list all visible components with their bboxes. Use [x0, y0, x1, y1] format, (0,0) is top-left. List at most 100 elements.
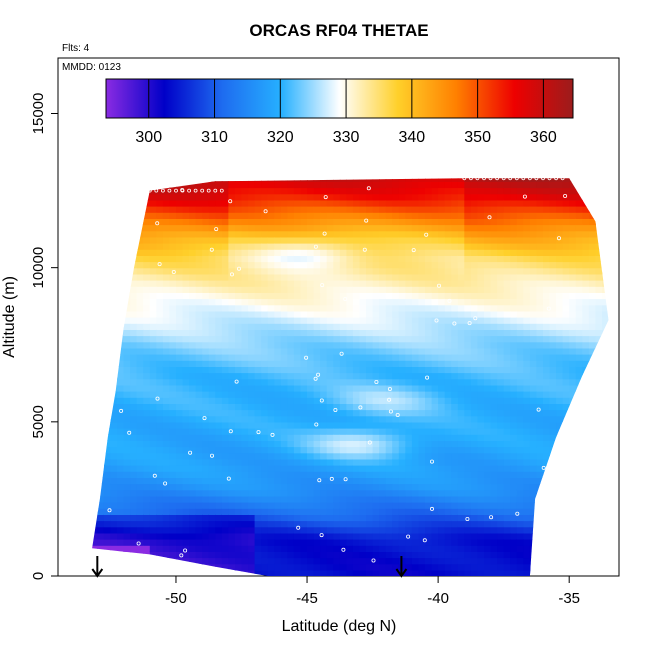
heatmap-cell: [123, 397, 131, 404]
heatmap-cell: [464, 249, 472, 256]
heatmap-cell: [130, 354, 138, 361]
heatmap-cell: [470, 199, 479, 207]
heatmap-cell: [208, 409, 216, 417]
heatmap-cell: [103, 372, 112, 380]
heatmap-cell: [392, 224, 400, 232]
heatmap-cell: [241, 514, 249, 522]
heatmap-cell: [280, 230, 288, 238]
heatmap-cell: [123, 341, 131, 349]
heatmap-cell: [346, 354, 354, 361]
heatmap-cell: [274, 569, 282, 577]
heatmap-cell: [202, 372, 210, 380]
heatmap-cell: [78, 249, 85, 256]
heatmap-cell: [182, 304, 190, 312]
heatmap-cell: [97, 465, 105, 472]
heatmap-cell: [169, 378, 177, 386]
heatmap-cell: [352, 378, 361, 386]
heatmap-cell: [143, 236, 151, 244]
heatmap-cell: [261, 218, 269, 226]
heatmap-cell: [235, 310, 243, 318]
heatmap-cell: [78, 348, 85, 355]
heatmap-cell: [516, 532, 524, 540]
heatmap-cell: [274, 458, 282, 466]
heatmap-cell: [293, 267, 302, 275]
heatmap-cell: [490, 199, 498, 207]
heatmap-cell: [490, 495, 498, 503]
heatmap-cell: [490, 310, 498, 318]
heatmap-cell: [215, 169, 222, 176]
heatmap-cell: [261, 545, 269, 552]
heatmap-cell: [385, 397, 393, 404]
heatmap-cell: [346, 465, 354, 472]
heatmap-cell: [418, 193, 426, 201]
heatmap-cell: [425, 354, 433, 361]
heatmap-cell: [339, 280, 347, 287]
heatmap-cell: [189, 187, 197, 195]
heatmap-cell: [529, 384, 538, 392]
heatmap-cell: [254, 520, 262, 528]
heatmap-cell: [241, 323, 249, 330]
heatmap-cell: [333, 415, 341, 423]
heatmap-cell: [267, 366, 275, 374]
flights-note: Flts: 4: [62, 43, 90, 54]
heatmap-cell: [92, 471, 98, 478]
heatmap-cell: [202, 243, 210, 250]
heatmap-cell: [503, 508, 511, 515]
heatmap-cell: [176, 280, 184, 287]
heatmap-cell: [221, 317, 229, 324]
heatmap-cell: [254, 415, 262, 423]
heatmap-cell: [307, 193, 315, 201]
heatmap-cell: [293, 243, 302, 250]
heatmap-cell: [195, 243, 203, 250]
heatmap-cell: [510, 255, 518, 263]
heatmap-cell: [366, 465, 374, 472]
heatmap-cell: [189, 465, 197, 472]
heatmap-cell: [241, 181, 249, 189]
heatmap-cell: [510, 452, 518, 460]
heatmap-cell: [320, 255, 328, 263]
heatmap-cell: [300, 409, 308, 417]
heatmap-cell: [490, 508, 498, 515]
heatmap-cell: [78, 465, 85, 472]
heatmap-cell: [307, 446, 315, 454]
heatmap-cell: [123, 421, 131, 429]
heatmap-cell: [477, 267, 485, 275]
heatmap-cell: [333, 421, 341, 429]
heatmap-cell: [543, 532, 551, 540]
heatmap-cell: [228, 483, 236, 491]
heatmap-cell: [241, 187, 249, 195]
heatmap-cell: [162, 212, 171, 219]
heatmap-cell: [385, 178, 393, 182]
heatmap-cell: [438, 440, 446, 448]
heatmap-cell: [529, 335, 538, 343]
heatmap-cell: [221, 539, 229, 546]
heatmap-cell: [228, 267, 236, 275]
heatmap-cell: [169, 298, 177, 306]
heatmap-cell: [556, 483, 564, 491]
heatmap-cell: [202, 360, 210, 367]
heatmap-cell: [280, 292, 288, 300]
heatmap-cell: [497, 366, 505, 374]
heatmap-cell: [470, 508, 479, 515]
heatmap-cell: [235, 520, 243, 528]
heatmap-cell: [503, 489, 511, 497]
heatmap-cell: [385, 409, 393, 417]
heatmap-cell: [549, 181, 557, 189]
heatmap-cell: [326, 372, 334, 380]
heatmap-cell: [136, 471, 144, 478]
heatmap-cell: [431, 218, 439, 226]
heatmap-cell: [326, 391, 334, 398]
heatmap-cell: [536, 372, 544, 380]
heatmap-cell: [307, 212, 315, 219]
heatmap-cell: [352, 329, 361, 337]
heatmap-cell: [352, 347, 361, 355]
heatmap-cell: [392, 384, 400, 392]
heatmap-cell: [248, 409, 256, 417]
heatmap-cell: [182, 317, 190, 324]
heatmap-cell: [169, 193, 177, 201]
heatmap-cell: [117, 471, 125, 478]
heatmap-cell: [221, 520, 229, 528]
heatmap-cell: [248, 218, 256, 226]
heatmap-cell: [136, 532, 144, 540]
heatmap-cell: [71, 447, 78, 454]
